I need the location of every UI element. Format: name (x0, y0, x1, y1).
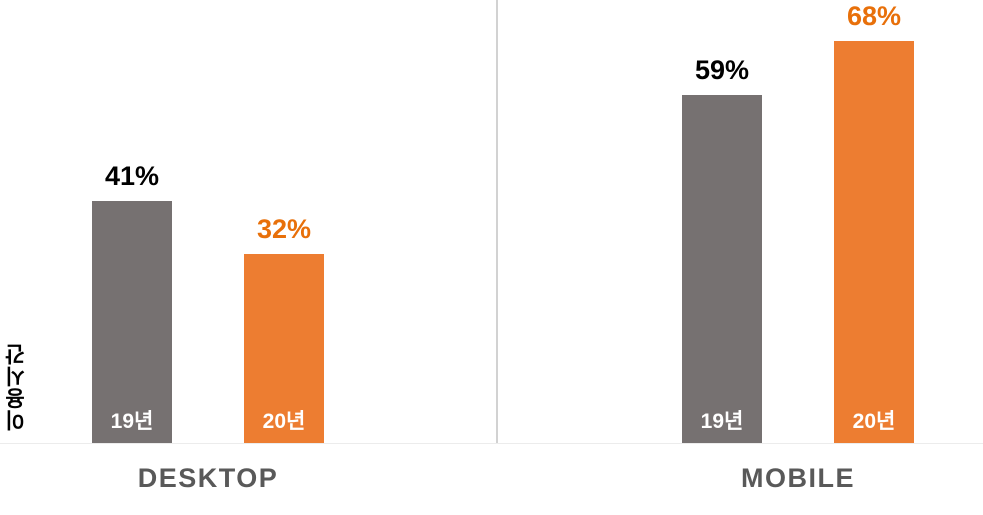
bar-series-label-desktop-20: 20년 (262, 410, 306, 433)
value-label-desktop-20: 32% (256, 214, 312, 244)
bar-group-mobile-20: 68% 20년 (834, 1, 914, 443)
bar-group-desktop-20: 32% 20년 (244, 214, 324, 443)
category-label-desktop: DESKTOP (137, 463, 279, 493)
bar-series-label-desktop-19: 19년 (110, 410, 154, 433)
bar-desktop-20: 20년 (244, 254, 324, 443)
category-divider-line (496, 0, 498, 443)
value-label-mobile-19: 59% (694, 55, 750, 85)
value-label-mobile-20: 68% (846, 1, 902, 31)
category-label-mobile: MOBILE (741, 463, 855, 493)
bar-group-mobile-19: 59% 19년 (682, 55, 762, 443)
x-axis-line (0, 443, 983, 444)
bar-series-label-mobile-19: 19년 (700, 410, 744, 433)
bar-group-desktop-19: 41% 19년 (92, 161, 172, 443)
bar-desktop-19: 19년 (92, 201, 172, 443)
value-label-desktop-19: 41% (104, 161, 160, 191)
y-axis-title: 이용시간 (5, 343, 28, 431)
bar-mobile-19: 19년 (682, 95, 762, 443)
bar-series-label-mobile-20: 20년 (852, 410, 896, 433)
bar-mobile-20: 20년 (834, 41, 914, 443)
